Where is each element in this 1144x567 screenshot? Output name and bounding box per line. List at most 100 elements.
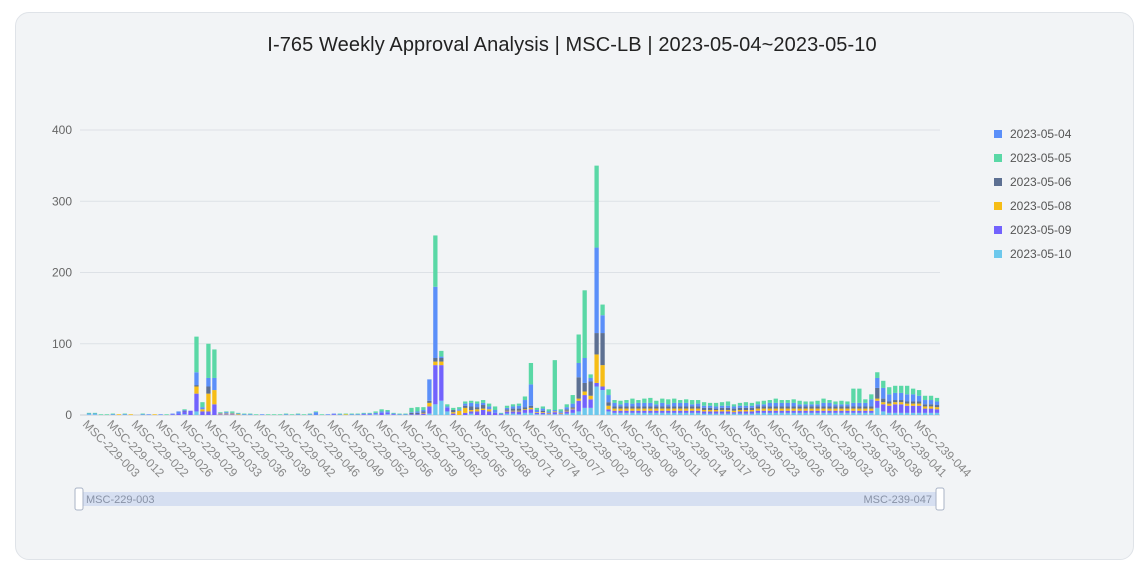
bar-segment-2023-05-10 (558, 414, 563, 415)
bar-segment-2023-05-09 (194, 393, 199, 412)
bar-segment-2023-05-08 (821, 408, 826, 411)
bar-segment-2023-05-10 (600, 390, 605, 415)
bar-segment-2023-05-05 (857, 388, 862, 403)
bar-segment-2023-05-08 (690, 408, 695, 411)
bar-segment-2023-05-04 (492, 410, 498, 413)
bar-segment-2023-05-06 (797, 406, 802, 409)
bar-segment-2023-05-08 (905, 403, 910, 406)
bar-segment-2023-05-06 (672, 406, 677, 409)
bar-segment-2023-05-06 (415, 412, 420, 415)
bar-segment-2023-05-09 (672, 410, 677, 413)
bar-segment-2023-05-04 (773, 402, 778, 407)
bar-segment-2023-05-10 (445, 411, 450, 415)
bar-segment-2023-05-08 (546, 412, 551, 414)
bar-segment-2023-05-10 (899, 412, 904, 415)
bar-segment-2023-05-05 (678, 400, 683, 403)
bar-segment-2023-05-05 (343, 413, 348, 415)
bar-segment-2023-05-08 (504, 410, 510, 412)
bar-segment-2023-05-09 (361, 414, 366, 415)
bar-segment-2023-05-09 (439, 365, 444, 401)
bar-segment-2023-05-08 (463, 407, 468, 413)
bar-segment-2023-05-06 (439, 358, 444, 362)
bar-segment-2023-05-10 (803, 412, 808, 415)
bar-segment-2023-05-05 (630, 398, 635, 404)
legend-item-2023-05-05[interactable]: 2023-05-05 (994, 146, 1071, 170)
bar-segment-2023-05-08 (672, 408, 677, 411)
bar-segment-2023-05-04 (791, 402, 796, 407)
bar-segment-2023-05-06 (893, 400, 898, 403)
bar-segment-2023-05-08 (767, 408, 772, 411)
bar-segment-2023-05-09 (827, 410, 832, 413)
bar-segment-2023-05-09 (445, 407, 450, 412)
bar-segment-2023-05-05 (498, 412, 504, 414)
bar-segment-2023-05-05 (445, 404, 450, 407)
bar-segment-2023-05-04 (331, 413, 336, 415)
bar-segment-2023-05-10 (845, 412, 850, 415)
bar-segment-2023-05-06 (803, 406, 808, 409)
bar-segment-2023-05-05 (851, 388, 856, 403)
bar-segment-2023-05-10 (469, 413, 474, 415)
legend-item-2023-05-08[interactable]: 2023-05-08 (994, 194, 1071, 218)
bar-segment-2023-05-06 (642, 406, 647, 409)
zoom-slider-handle-right[interactable] (935, 487, 945, 511)
bar-segment-2023-05-05 (200, 402, 205, 408)
bar-segment-2023-05-10 (695, 412, 701, 415)
bar-segment-2023-05-06 (833, 406, 838, 409)
bar-segment-2023-05-05 (701, 402, 707, 406)
bar-segment-2023-05-05 (916, 390, 922, 396)
bar-segment-2023-05-06 (690, 406, 695, 409)
bar-segment-2023-05-04 (582, 358, 587, 383)
bar-segment-2023-05-05 (845, 401, 850, 405)
bar-segment-2023-05-05 (86, 412, 92, 414)
legend-item-2023-05-09[interactable]: 2023-05-09 (994, 218, 1071, 242)
bar-segment-2023-05-09 (522, 410, 528, 413)
bar-segment-2023-05-08 (522, 409, 528, 411)
legend-item-2023-05-10[interactable]: 2023-05-10 (994, 242, 1071, 266)
bar-segment-2023-05-05 (821, 398, 826, 403)
bar-segment-2023-05-05 (546, 409, 551, 412)
bar-segment-2023-05-10 (624, 412, 629, 415)
bar-segment-2023-05-05 (451, 407, 456, 411)
bar-segment-2023-05-09 (510, 411, 516, 414)
bar-segment-2023-05-09 (922, 408, 928, 413)
bar-segment-2023-05-04 (624, 402, 629, 407)
bar-segment-2023-05-06 (582, 382, 587, 392)
bar-segment-2023-05-05 (475, 401, 480, 404)
bar-segment-2023-05-05 (773, 398, 778, 403)
bar-segment-2023-05-10 (773, 412, 778, 415)
bar-segment-2023-05-06 (612, 406, 617, 409)
bar-segment-2023-05-05 (695, 400, 701, 404)
bar-segment-2023-05-05 (863, 399, 868, 403)
bar-segment-2023-05-05 (480, 400, 486, 403)
legend-item-2023-05-06[interactable]: 2023-05-06 (994, 170, 1071, 194)
bar-segment-2023-05-09 (857, 410, 862, 413)
bar-segment-2023-05-05 (767, 400, 772, 403)
bar-segment-2023-05-05 (469, 400, 474, 403)
bar-segment-2023-05-09 (331, 414, 336, 415)
bar-segment-2023-05-04 (510, 406, 516, 409)
bar-segment-2023-05-06 (469, 406, 474, 411)
bar-segment-2023-05-10 (385, 414, 390, 415)
bar-segment-2023-05-06 (791, 406, 796, 409)
chart-title: I-765 Weekly Approval Analysis | MSC-LB … (267, 34, 877, 56)
bar-segment-2023-05-04 (92, 413, 98, 415)
legend[interactable]: 2023-05-04 2023-05-05 2023-05-06 2023-05… (994, 122, 1071, 266)
bar-segment-2023-05-10 (875, 407, 880, 415)
bar-segment-2023-05-09 (881, 404, 886, 412)
bar-segment-2023-05-04 (415, 411, 420, 413)
bar-segment-2023-05-09 (624, 410, 629, 413)
bar-segment-2023-05-10 (630, 412, 635, 415)
bar-segment-2023-05-08 (899, 402, 904, 405)
bar-segment-2023-05-08 (624, 408, 629, 411)
bar-segment-2023-05-10 (552, 414, 557, 415)
zoom-slider-handle-left[interactable] (74, 487, 84, 511)
bar-segment-2023-05-05 (910, 388, 916, 395)
bar-segment-2023-05-10 (516, 414, 522, 415)
bar-segment-2023-05-06 (779, 406, 784, 409)
bar-segment-2023-05-05 (463, 401, 468, 404)
bar-segment-2023-05-05 (887, 387, 892, 395)
legend-item-2023-05-04[interactable]: 2023-05-04 (994, 122, 1071, 146)
bar-segment-2023-05-09 (725, 411, 731, 414)
bar-segment-2023-05-10 (576, 411, 581, 415)
bar-segment-2023-05-05 (690, 400, 695, 405)
